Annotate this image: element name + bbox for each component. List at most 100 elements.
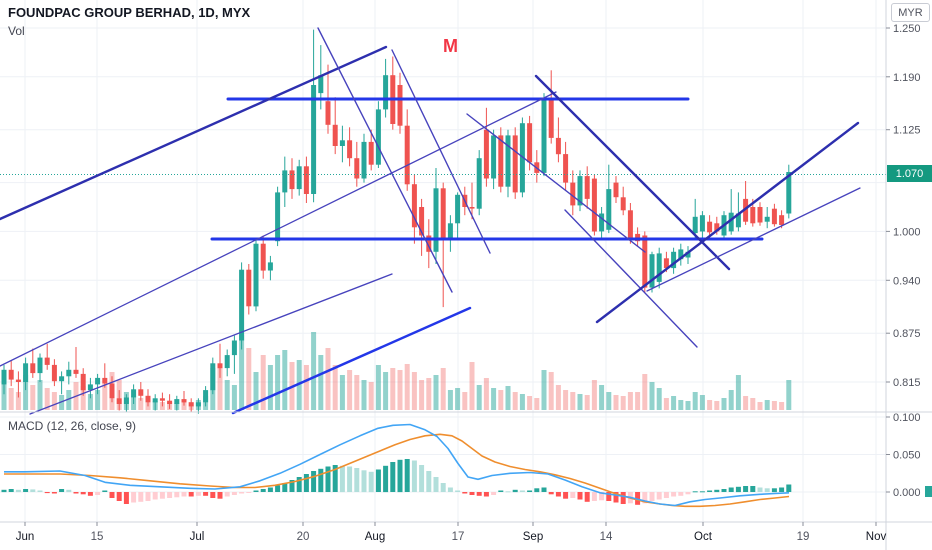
text-annotation-m[interactable]: M (443, 36, 458, 56)
macd-histogram-bar (584, 492, 590, 502)
macd-histogram-bar (678, 492, 684, 496)
macd-histogram-bar (541, 487, 547, 492)
trendline[interactable] (231, 306, 472, 415)
candle-body (282, 170, 288, 193)
volume-bar (671, 396, 677, 410)
volume-bar (390, 368, 396, 410)
candle-body (95, 377, 101, 385)
candle-body (656, 253, 662, 282)
trendline[interactable] (564, 209, 698, 348)
time-axis-label: 19 (797, 531, 810, 543)
trendline[interactable] (391, 49, 491, 254)
currency-toggle-button[interactable]: MYR (891, 3, 930, 22)
symbol-title[interactable]: FOUNDPAC GROUP BERHAD, 1D, MYX (8, 5, 251, 20)
candle-body (771, 208, 777, 225)
volume-bar (599, 385, 605, 410)
candle-body (174, 399, 180, 404)
trendline[interactable] (317, 27, 453, 293)
macd-histogram-bar (555, 492, 561, 497)
volume-bar (325, 348, 331, 410)
candle-body (541, 98, 547, 173)
volume-bar (426, 378, 432, 410)
macd-histogram-bar (786, 484, 792, 492)
macd-histogram-bar (203, 492, 209, 496)
trendline[interactable] (0, 91, 557, 367)
volume-bar (606, 392, 612, 410)
macd-axis-label: 0.000 (893, 487, 921, 499)
volume-indicator-label[interactable]: Vol (8, 24, 25, 38)
macd-histogram-bar (771, 488, 777, 493)
candle-body (563, 154, 569, 183)
macd-histogram-bar (44, 492, 50, 494)
volume-bar (347, 370, 353, 410)
macd-indicator-label[interactable]: MACD (12, 26, close, 9) (8, 419, 137, 433)
volume-bar (231, 385, 237, 410)
candle-body (620, 197, 626, 211)
volume-bar (656, 388, 662, 410)
candle-body (1, 369, 7, 385)
candle-body (167, 400, 173, 404)
macd-histogram-bar (491, 492, 497, 495)
volume-bar (440, 368, 446, 410)
volume-bar (613, 395, 619, 410)
candle-body (469, 207, 475, 209)
volume-bar (275, 355, 281, 410)
macd-histogram-bar (455, 490, 461, 492)
volume-bar (44, 388, 50, 410)
trendline[interactable] (595, 121, 860, 324)
price-axis-label: 1.190 (893, 72, 921, 84)
volume-bar (469, 362, 475, 410)
price-axis-label: 1.000 (893, 226, 921, 238)
candle-body (66, 369, 72, 377)
trendlines-layer[interactable] (0, 27, 861, 415)
candle-body (354, 158, 360, 179)
volume-bar (224, 380, 230, 410)
time-axis-labels[interactable]: Jun 15 Jul 20 Aug 17 Sep 14 Oct 19 Nov (16, 522, 887, 543)
candle-body (699, 215, 705, 232)
volume-bar (642, 374, 648, 410)
candles-layer (1, 29, 792, 414)
candle-body (591, 178, 597, 232)
macd-histogram-bar (534, 488, 540, 493)
volume-bar (743, 396, 749, 410)
volume-bar (66, 390, 72, 410)
signal-line (4, 433, 790, 508)
trendline[interactable] (466, 113, 646, 253)
macd-histogram-bar (296, 477, 302, 492)
trendline[interactable] (534, 74, 731, 271)
trendline[interactable] (0, 45, 388, 221)
macd-histogram-bar (721, 489, 727, 492)
candle-body (87, 384, 93, 391)
macd-histogram-bar (498, 490, 504, 492)
volume-bar (714, 401, 720, 410)
candle-body (505, 135, 511, 187)
macd-histogram-bar (239, 492, 245, 494)
volume-bar (491, 388, 497, 410)
price-axis-labels[interactable]: 1.250 1.190 1.125 1.000 0.940 0.875 0.815 0.100… (886, 23, 921, 499)
macd-histogram-bar (512, 489, 518, 493)
volume-bar (584, 395, 590, 410)
macd-histogram-bar (253, 490, 259, 492)
candle-body (606, 189, 612, 230)
macd-histogram-bar (620, 492, 626, 504)
macd-histogram-bar (728, 487, 734, 492)
macd-histogram-bar (375, 469, 381, 492)
trendline[interactable] (29, 273, 393, 415)
macd-histogram-bar (23, 489, 29, 492)
macd-histogram-bar (152, 492, 158, 500)
volume-bar (685, 401, 691, 410)
macd-histogram-bar (397, 459, 403, 493)
macd-histogram-bar (267, 487, 273, 492)
macd-lines-layer (4, 423, 790, 508)
macd-histogram-bar (469, 492, 475, 495)
trendline[interactable] (646, 187, 861, 292)
macd-histogram-bar (159, 492, 165, 499)
macd-histogram-bar (339, 465, 345, 493)
candle-body (15, 379, 21, 382)
volume-bar (707, 400, 713, 410)
macd-histogram-bar (332, 465, 338, 492)
volume-bar (527, 396, 533, 410)
volume-bar (577, 394, 583, 410)
candle-body (289, 170, 295, 190)
